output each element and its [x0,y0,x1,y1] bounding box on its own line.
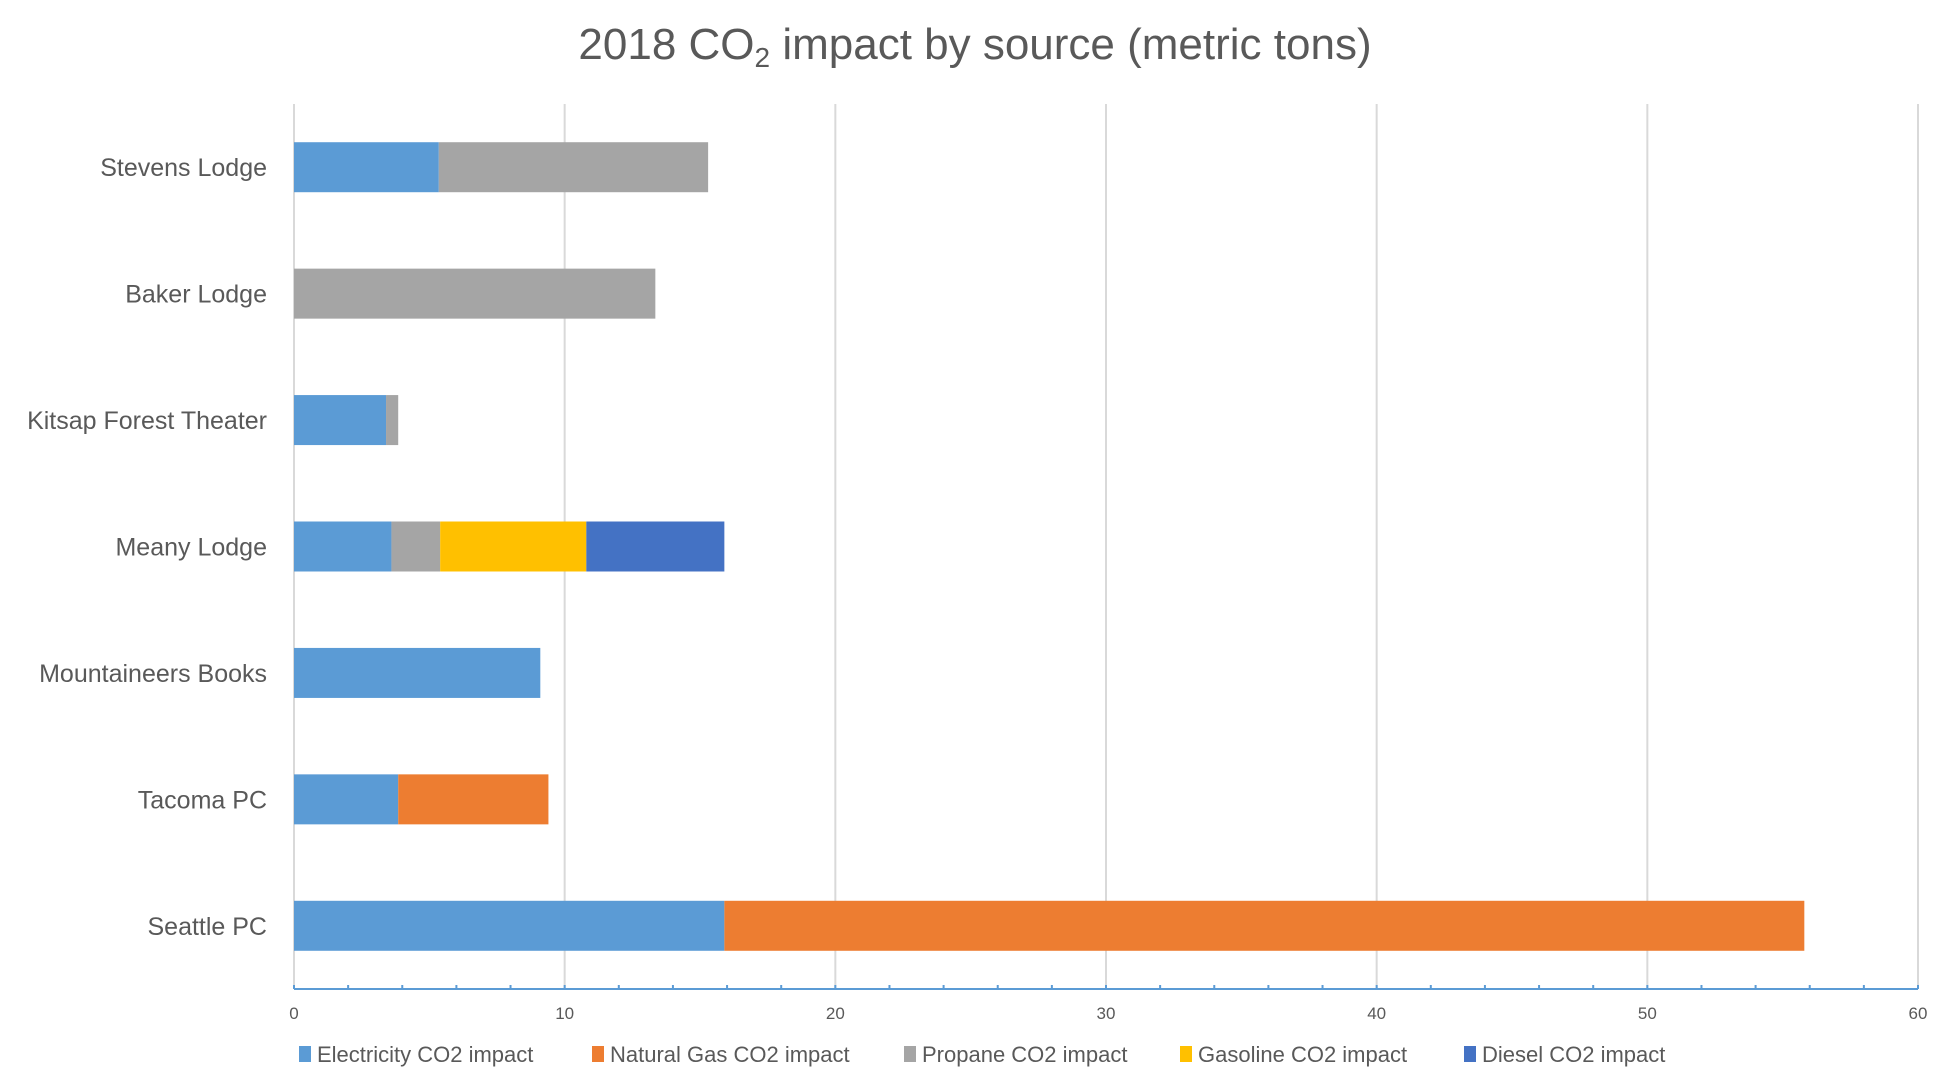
title-subscript: 2 [754,42,771,73]
bar-segment [440,521,587,572]
legend: Electricity CO2 impact Natural Gas CO2 im… [299,1042,1665,1067]
category-label: Stevens Lodge [100,154,267,182]
x-axis: 0 10 20 30 40 50 60 [289,985,1927,1023]
bar-segment [438,142,709,193]
bars [294,142,1805,951]
category-label: Kitsap Forest Theater [27,407,267,435]
category-label: Meany Lodge [115,534,267,562]
chart-title: 2018 CO2 impact by source (metric tons) [0,20,1950,74]
x-tick-label: 30 [1097,1004,1116,1023]
legend-label: Electricity CO2 impact [317,1042,533,1067]
bar-segment [386,395,399,446]
bar-segment [294,268,656,319]
category-label: Seattle PC [147,913,267,941]
category-label: Baker Lodge [125,281,267,309]
bar-segment [294,774,399,825]
legend-swatch [1180,1046,1192,1062]
category-labels: Stevens Lodge Baker Lodge Kitsap Forest Th… [27,154,267,941]
legend-swatch [904,1046,916,1062]
bar-segment [294,647,541,698]
x-tick-label: 0 [289,1004,298,1023]
legend-swatch [299,1046,311,1062]
legend-label: Natural Gas CO2 impact [610,1042,850,1067]
bar-segment [294,142,439,193]
legend-label: Diesel CO2 impact [1482,1042,1665,1067]
x-tick-label: 20 [826,1004,845,1023]
title-text-end: impact by source (metric tons) [770,20,1372,69]
bar-segment [586,521,725,572]
legend-label: Gasoline CO2 impact [1198,1042,1407,1067]
legend-swatch [592,1046,604,1062]
x-tick-label: 10 [555,1004,574,1023]
x-tick-label: 40 [1367,1004,1386,1023]
bar-segment [294,521,392,572]
bar-segment [294,900,725,951]
x-tick-label: 60 [1909,1004,1928,1023]
legend-label: Propane CO2 impact [922,1042,1127,1067]
bar-segment [391,521,441,572]
legend-swatch [1464,1046,1476,1062]
category-label: Tacoma PC [138,786,267,814]
gridlines [293,104,1919,989]
bar-segment [398,774,549,825]
bar-segment [724,900,1805,951]
bar-segment [294,395,387,446]
title-text: 2018 CO [578,20,755,69]
category-label: Mountaineers Books [39,660,267,688]
x-tick-label: 50 [1638,1004,1657,1023]
